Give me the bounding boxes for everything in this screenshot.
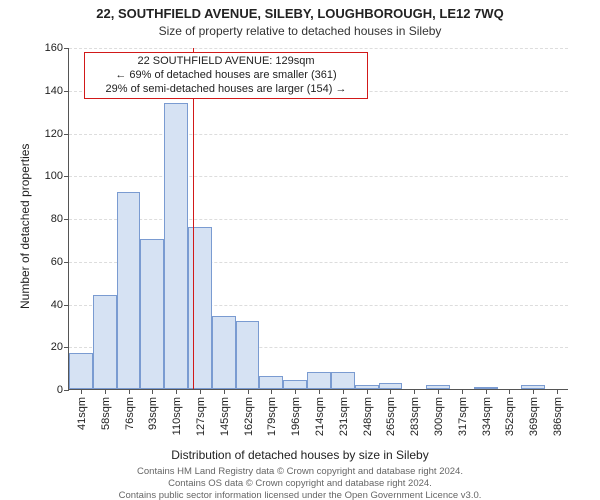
annotation-line-2: ← 69% of detached houses are smaller (36… [91, 69, 361, 83]
y-tick-label: 160 [45, 42, 69, 54]
x-tick-label: 334sqm [479, 397, 493, 436]
y-tick-label: 20 [51, 341, 69, 353]
x-tick-label: 214sqm [312, 397, 326, 436]
x-tick-label: 76sqm [122, 397, 136, 430]
x-tick-label: 41sqm [74, 397, 88, 430]
x-tick-label: 231sqm [336, 397, 350, 436]
x-tick-label: 58sqm [98, 397, 112, 430]
x-tick-label: 317sqm [455, 397, 469, 436]
x-tick-label: 248sqm [360, 397, 374, 436]
x-tick-label: 110sqm [169, 397, 183, 435]
histogram-bar [212, 316, 236, 389]
annotation-line-3: 29% of semi-detached houses are larger (… [91, 83, 361, 97]
histogram-bar [117, 192, 141, 389]
x-tick-label: 93sqm [145, 397, 159, 430]
chart-subtitle: Size of property relative to detached ho… [0, 24, 600, 38]
chart-container: 22, SOUTHFIELD AVENUE, SILEBY, LOUGHBORO… [0, 0, 600, 500]
x-tick-label: 127sqm [193, 397, 207, 436]
histogram-bar [236, 321, 260, 389]
plot-area: 02040608010012014016041sqm58sqm76sqm93sq… [68, 48, 568, 390]
y-tick-label: 120 [45, 128, 69, 140]
histogram-bar [140, 239, 164, 389]
y-tick-label: 0 [57, 384, 69, 396]
gridline [69, 134, 568, 135]
x-tick-label: 300sqm [431, 397, 445, 436]
annotation-line-1: 22 SOUTHFIELD AVENUE: 129sqm [91, 55, 361, 69]
histogram-bar [331, 372, 355, 389]
x-tick-label: 369sqm [526, 397, 540, 436]
x-tick-label: 196sqm [288, 397, 302, 436]
x-axis-label: Distribution of detached houses by size … [0, 448, 600, 462]
footer-line-3: Contains public sector information licen… [119, 490, 482, 500]
x-tick-label: 179sqm [264, 397, 278, 436]
gridline [69, 219, 568, 220]
y-tick-label: 80 [51, 213, 69, 225]
x-tick-label: 386sqm [550, 397, 564, 436]
gridline [69, 48, 568, 49]
footer-line-1: Contains HM Land Registry data © Crown c… [137, 466, 463, 477]
y-tick-label: 100 [45, 170, 69, 182]
x-tick-label: 283sqm [407, 397, 421, 436]
footer-attribution: Contains HM Land Registry data © Crown c… [0, 466, 600, 500]
x-tick-label: 162sqm [241, 397, 255, 436]
chart-title: 22, SOUTHFIELD AVENUE, SILEBY, LOUGHBORO… [0, 6, 600, 21]
histogram-bar [259, 376, 283, 389]
annotation-box: 22 SOUTHFIELD AVENUE: 129sqm← 69% of det… [84, 52, 368, 99]
histogram-bar [164, 103, 188, 389]
histogram-bar [283, 380, 307, 389]
x-tick-label: 145sqm [217, 397, 231, 436]
y-tick-label: 140 [45, 85, 69, 97]
histogram-bar [69, 353, 93, 389]
y-tick-label: 40 [51, 299, 69, 311]
histogram-bar [93, 295, 117, 389]
histogram-bar [188, 227, 212, 389]
histogram-bar [307, 372, 331, 389]
y-axis-label: Number of detached properties [18, 144, 32, 309]
footer-line-2: Contains OS data © Crown copyright and d… [168, 478, 432, 489]
x-tick-label: 352sqm [502, 397, 516, 436]
x-tick-label: 265sqm [383, 397, 397, 436]
gridline [69, 176, 568, 177]
y-tick-label: 60 [51, 256, 69, 268]
